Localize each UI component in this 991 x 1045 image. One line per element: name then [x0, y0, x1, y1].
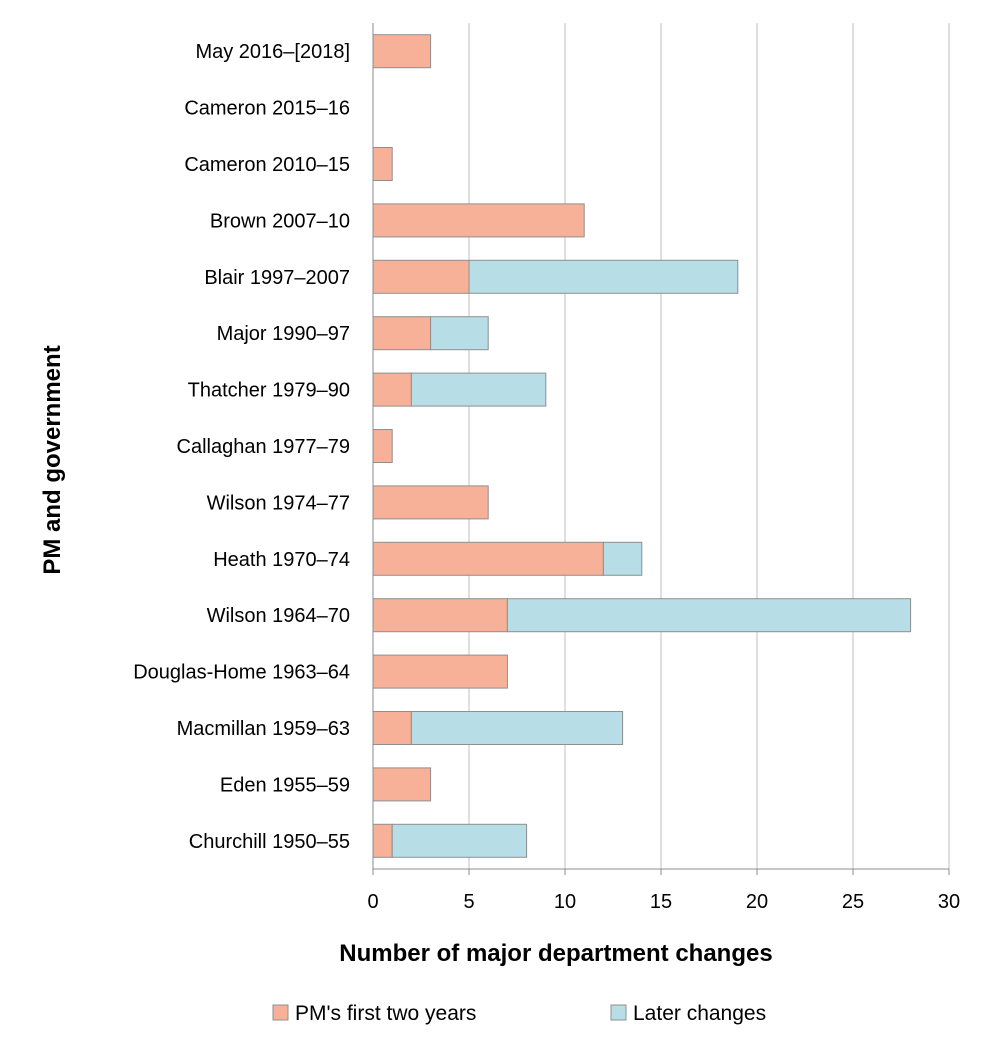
bar-first-two-years: [372, 823, 393, 858]
category-label: Thatcher 1979–90: [188, 380, 350, 402]
x-tick-label-30: 30: [938, 891, 960, 913]
x-tick-label-5: 5: [463, 891, 474, 913]
bar-first-two-years: [372, 147, 393, 181]
bar-first-two-years: [372, 429, 393, 463]
bar-first-two-years: [372, 654, 508, 689]
category-label: Cameron 2010–15: [184, 154, 350, 176]
category-label: Callaghan 1977–79: [177, 436, 351, 458]
bar-later-changes: [430, 316, 489, 351]
bar-later-changes: [410, 711, 624, 745]
category-label: Wilson 1974–77: [207, 492, 350, 514]
bar-first-two-years: [372, 485, 489, 520]
category-label: Douglas-Home 1963–64: [133, 662, 350, 684]
category-labels: May 2016–[2018] Cameron 2015–16 Cameron 20…: [133, 41, 350, 853]
bar-first-two-years: [372, 767, 432, 802]
category-label: Brown 2007–10: [210, 210, 350, 232]
bar-later-changes: [468, 259, 739, 294]
legend-swatch-first-two-years: [272, 1004, 289, 1021]
category-label: Cameron 2015–16: [184, 98, 350, 120]
bar-first-two-years: [372, 34, 432, 69]
category-label: Macmillan 1959–63: [177, 718, 350, 740]
category-label: Churchill 1950–55: [189, 831, 350, 853]
legend-swatch-later-changes: [610, 1004, 627, 1021]
bar-first-two-years: [372, 203, 585, 238]
x-tick-label-10: 10: [554, 891, 576, 913]
category-label: Wilson 1964–70: [207, 605, 350, 627]
bars: [372, 34, 912, 858]
bar-first-two-years: [372, 711, 412, 745]
x-tick-label-20: 20: [746, 891, 768, 913]
x-tick-label-15: 15: [650, 891, 672, 913]
category-label: Heath 1970–74: [213, 549, 350, 571]
x-tick-label-25: 25: [842, 891, 864, 913]
x-axis-title: Number of major department changes: [339, 940, 772, 967]
category-label: Blair 1997–2007: [204, 267, 350, 289]
bar-first-two-years: [372, 541, 604, 576]
bar-later-changes: [410, 372, 547, 407]
x-tick-labels: 0 5 10 15 20 25 30: [367, 891, 960, 913]
bar-first-two-years: [372, 259, 470, 294]
bar-later-changes: [602, 541, 643, 576]
y-axis-title: PM and government: [39, 345, 66, 574]
legend-label-later-changes: Later changes: [633, 1002, 766, 1025]
x-tick-label-0: 0: [367, 891, 378, 913]
bar-first-two-years: [372, 316, 432, 351]
bar-later-changes: [506, 598, 912, 633]
category-label: Major 1990–97: [217, 323, 350, 345]
bar-later-changes: [391, 823, 528, 858]
category-label: May 2016–[2018]: [195, 41, 350, 63]
legend: PM's first two years Later changes: [272, 1002, 766, 1025]
bar-first-two-years: [372, 372, 412, 407]
axes: [372, 23, 950, 875]
legend-label-first-two-years: PM's first two years: [295, 1002, 476, 1025]
bar-first-two-years: [372, 598, 508, 633]
category-label: Eden 1955–59: [220, 774, 350, 796]
